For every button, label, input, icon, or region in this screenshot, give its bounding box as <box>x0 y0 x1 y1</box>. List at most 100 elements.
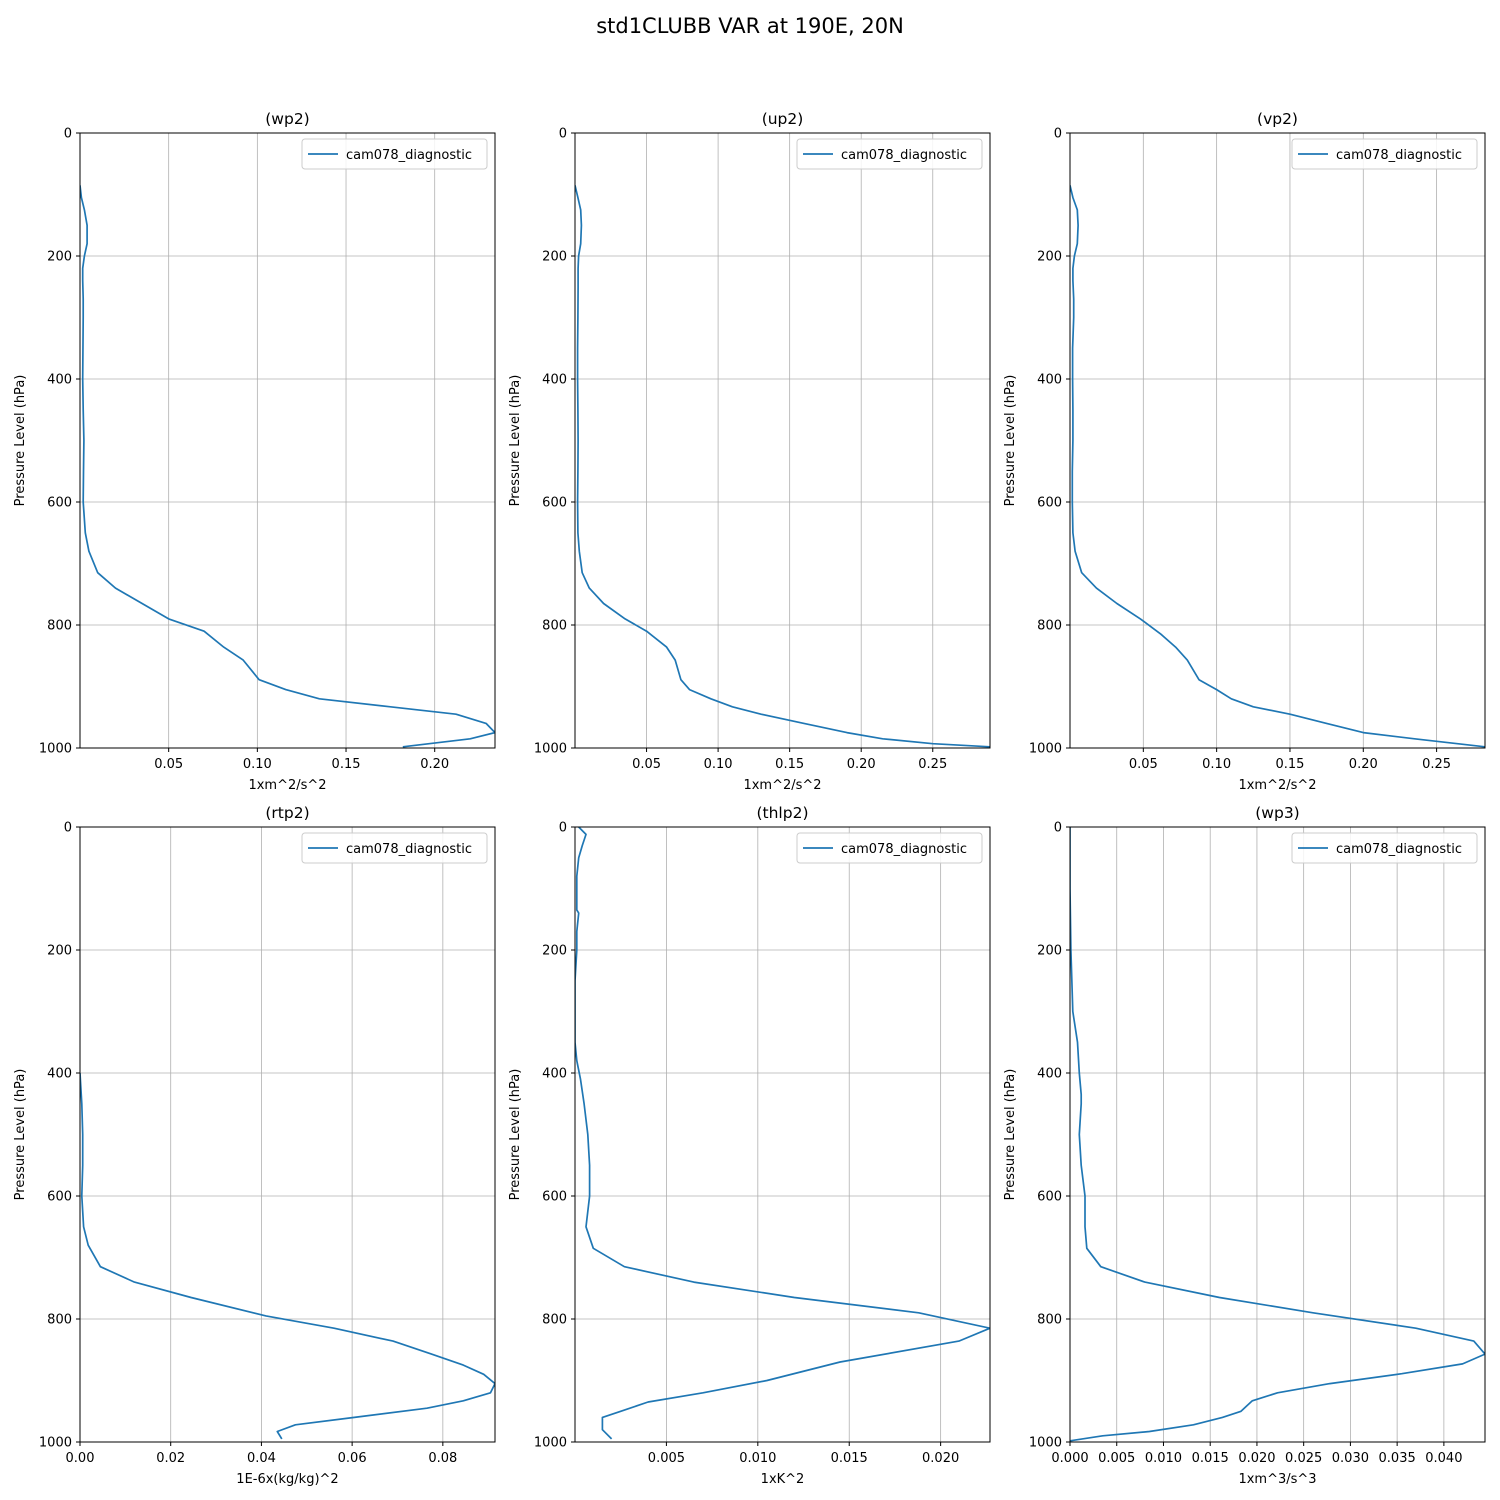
y-tick-label: 200 <box>542 944 567 959</box>
x-tick-label: 0.08 <box>428 1451 457 1466</box>
x-tick-label: 0.005 <box>1098 1451 1135 1466</box>
y-axis-label: Pressure Level (hPa) <box>508 375 523 507</box>
y-tick-label: 400 <box>542 1067 567 1082</box>
panel-title: (wp3) <box>1255 804 1299 822</box>
x-tick-label: 0.06 <box>338 1451 367 1466</box>
series-line-1 <box>1070 827 1485 1442</box>
axes-frame <box>79 132 496 749</box>
y-tick-label: 200 <box>47 250 72 265</box>
series-line-1 <box>1070 185 1485 748</box>
y-tick-label: 400 <box>1037 373 1062 388</box>
legend-label: cam078_diagnostic <box>346 842 472 857</box>
legend-label: cam078_diagnostic <box>346 148 472 163</box>
chart-panel-4: 0.00 0.02 0.04 0.06 0.08 0 200 400 600 800 1000 (rt… <box>13 804 496 1487</box>
y-tick-label: 1000 <box>534 1436 567 1451</box>
axes-frame <box>1069 826 1486 1443</box>
x-tick-label: 0.10 <box>704 757 733 772</box>
x-tick-label: 0.04 <box>247 1451 276 1466</box>
y-tick-label: 200 <box>1037 250 1062 265</box>
x-axis-label: 1xm^2/s^2 <box>248 778 326 793</box>
y-tick-label: 0 <box>64 127 72 142</box>
chart-panel-6: 0.000 0.005 0.010 0.015 0.020 0.025 0.030 0.035… <box>1003 804 1486 1487</box>
x-tick-label: 0.10 <box>1202 757 1231 772</box>
y-tick-label: 200 <box>47 944 72 959</box>
y-tick-label: 0 <box>64 821 72 836</box>
y-tick-label: 400 <box>47 1067 72 1082</box>
legend-label: cam078_diagnostic <box>1336 148 1462 163</box>
y-tick-label: 200 <box>1037 944 1062 959</box>
y-tick-label: 600 <box>47 496 72 511</box>
chart-panel-1: 0.05 0.10 0.15 0.20 0 200 400 600 800 1000 (wp2) 1x… <box>13 110 496 793</box>
axes-frame <box>574 826 991 1443</box>
panel-title: (wp2) <box>265 110 309 128</box>
legend-label: cam078_diagnostic <box>1336 842 1462 857</box>
y-tick-label: 800 <box>542 619 567 634</box>
chart-panel-2: 0.05 0.10 0.15 0.20 0.25 0 200 400 600 800 1000 (up… <box>508 110 991 793</box>
y-tick-label: 600 <box>1037 496 1062 511</box>
y-tick-label: 0 <box>559 127 567 142</box>
panel-title: (rtp2) <box>265 804 309 822</box>
x-tick-label: 0.035 <box>1379 1451 1416 1466</box>
x-tick-label: 0.010 <box>1145 1451 1182 1466</box>
series-line-1 <box>575 827 990 1440</box>
x-tick-label: 0.25 <box>918 757 947 772</box>
x-tick-label: 0.02 <box>156 1451 185 1466</box>
legend-label: cam078_diagnostic <box>841 842 967 857</box>
chart-panel-3: 0.05 0.10 0.15 0.20 0.25 0 200 400 600 800 1000 (vp… <box>1003 110 1486 793</box>
legend-box <box>301 138 488 170</box>
y-tick-label: 600 <box>47 1190 72 1205</box>
x-tick-label: 0.20 <box>847 757 876 772</box>
y-tick-label: 1000 <box>534 742 567 757</box>
y-axis-label: Pressure Level (hPa) <box>1003 375 1018 507</box>
y-tick-label: 600 <box>542 496 567 511</box>
x-tick-label: 0.000 <box>1051 1451 1088 1466</box>
y-tick-label: 400 <box>542 373 567 388</box>
y-tick-label: 600 <box>1037 1190 1062 1205</box>
x-tick-label: 0.020 <box>922 1451 959 1466</box>
figure-title: std1CLUBB VAR at 190E, 20N <box>596 14 904 38</box>
y-tick-label: 800 <box>1037 619 1062 634</box>
panel-title: (vp2) <box>1257 110 1298 128</box>
x-tick-label: 0.15 <box>332 757 361 772</box>
legend-box <box>796 832 983 864</box>
panel-title: (thlp2) <box>756 804 808 822</box>
x-axis-label: 1xm^2/s^2 <box>1238 778 1316 793</box>
y-tick-label: 800 <box>47 619 72 634</box>
legend-label: cam078_diagnostic <box>841 148 967 163</box>
y-tick-label: 0 <box>1054 821 1062 836</box>
y-tick-label: 400 <box>1037 1067 1062 1082</box>
legend-box <box>796 138 983 170</box>
y-axis-label: Pressure Level (hPa) <box>13 1069 28 1201</box>
series-line-1 <box>575 185 990 748</box>
legend-box <box>301 832 488 864</box>
y-axis-label: Pressure Level (hPa) <box>1003 1069 1018 1201</box>
x-tick-label: 0.010 <box>739 1451 776 1466</box>
x-tick-label: 0.20 <box>1349 757 1378 772</box>
series-line-1 <box>80 1072 495 1440</box>
x-tick-label: 0.005 <box>648 1451 685 1466</box>
chart-panel-5: 0.005 0.010 0.015 0.020 0 200 400 600 800 1000 (th… <box>508 804 991 1487</box>
x-tick-label: 0.05 <box>1129 757 1158 772</box>
y-tick-label: 1000 <box>1029 742 1062 757</box>
x-axis-label: 1xm^3/s^3 <box>1238 1472 1316 1487</box>
x-tick-label: 0.05 <box>632 757 661 772</box>
x-tick-label: 0.025 <box>1285 1451 1322 1466</box>
x-axis-label: 1xK^2 <box>761 1472 805 1487</box>
legend-box <box>1291 138 1478 170</box>
x-tick-label: 0.00 <box>66 1451 95 1466</box>
x-tick-label: 0.15 <box>775 757 804 772</box>
y-tick-label: 800 <box>542 1313 567 1328</box>
x-axis-label: 1E-6x(kg/kg)^2 <box>236 1472 338 1487</box>
y-tick-label: 1000 <box>39 1436 72 1451</box>
x-tick-label: 0.20 <box>420 757 449 772</box>
x-tick-label: 0.05 <box>154 757 183 772</box>
y-axis-label: Pressure Level (hPa) <box>13 375 28 507</box>
axes-frame <box>79 826 496 1443</box>
axes-frame <box>574 132 991 749</box>
y-tick-label: 200 <box>542 250 567 265</box>
x-tick-label: 0.15 <box>1275 757 1304 772</box>
y-tick-label: 600 <box>542 1190 567 1205</box>
y-tick-label: 1000 <box>39 742 72 757</box>
y-tick-label: 0 <box>1054 127 1062 142</box>
